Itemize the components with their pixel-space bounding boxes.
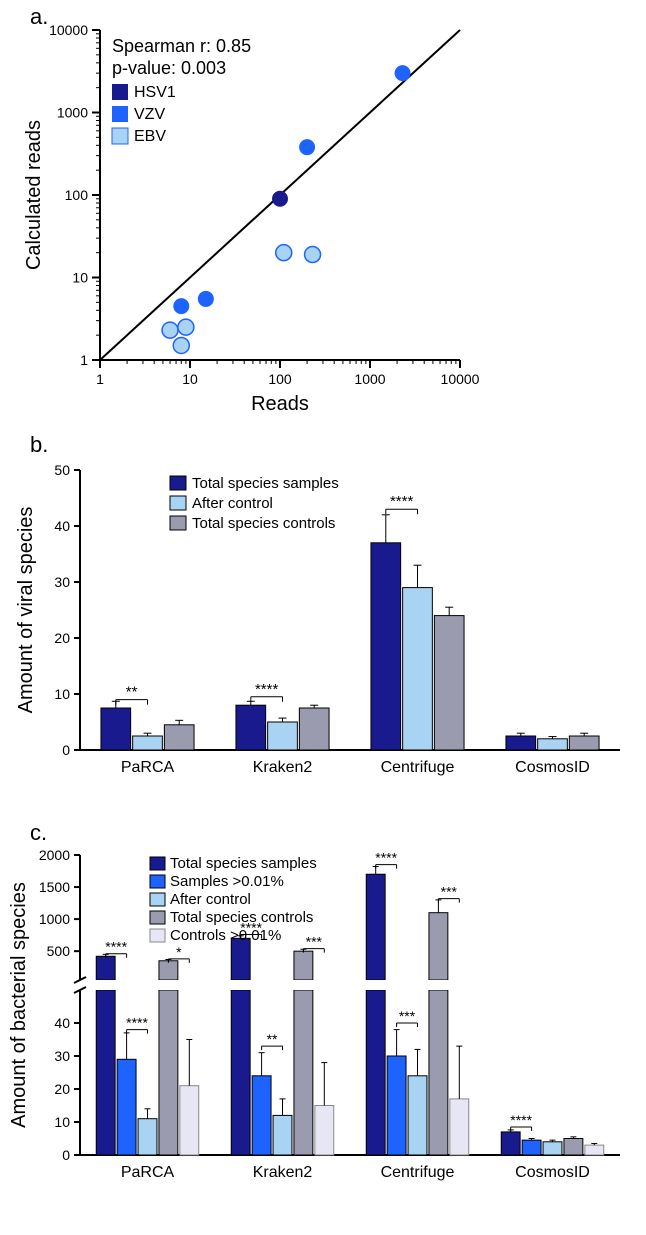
svg-text:Kraken2: Kraken2 bbox=[253, 1164, 313, 1181]
svg-text:Total species samples: Total species samples bbox=[192, 475, 339, 492]
svg-text:20: 20 bbox=[54, 1081, 70, 1097]
scatter-point bbox=[272, 191, 288, 207]
svg-text:Total species controls: Total species controls bbox=[170, 909, 313, 926]
svg-text:***: *** bbox=[306, 934, 323, 950]
svg-text:10: 10 bbox=[72, 270, 88, 286]
svg-text:Spearman r: 0.85: Spearman r: 0.85 bbox=[112, 36, 251, 56]
svg-text:100: 100 bbox=[65, 187, 89, 203]
bar bbox=[371, 543, 401, 750]
scatter-point bbox=[276, 245, 292, 261]
bar bbox=[506, 736, 536, 750]
scatter-point bbox=[299, 139, 315, 155]
svg-text:Centrifuge: Centrifuge bbox=[381, 759, 455, 776]
scatter-point bbox=[305, 247, 321, 263]
scatter-point bbox=[173, 337, 189, 353]
svg-text:1000: 1000 bbox=[354, 371, 385, 387]
svg-text:PaRCA: PaRCA bbox=[121, 1164, 175, 1181]
svg-text:1000: 1000 bbox=[57, 105, 88, 121]
svg-text:1: 1 bbox=[80, 352, 88, 368]
bar bbox=[299, 708, 329, 750]
svg-text:1500: 1500 bbox=[39, 879, 70, 895]
scatter-point bbox=[395, 65, 411, 81]
svg-text:****: **** bbox=[126, 1015, 148, 1031]
scatter-point bbox=[162, 322, 178, 338]
svg-text:1: 1 bbox=[96, 371, 104, 387]
svg-text:CosmosID: CosmosID bbox=[515, 1164, 590, 1181]
svg-text:30: 30 bbox=[54, 574, 70, 590]
scatter-point bbox=[173, 298, 189, 314]
svg-text:Amount of bacterial species: Amount of bacterial species bbox=[8, 882, 30, 1128]
svg-text:10: 10 bbox=[54, 1114, 70, 1130]
svg-text:Controls >0.01%: Controls >0.01% bbox=[170, 927, 281, 944]
svg-text:p-value: 0.003: p-value: 0.003 bbox=[112, 58, 226, 78]
bar bbox=[268, 722, 298, 750]
svg-text:****: **** bbox=[375, 850, 397, 866]
bar-chart-b: 0 10 20 30 40 50 Amount of viral species PaRCA K… bbox=[0, 450, 646, 830]
bar bbox=[434, 616, 464, 750]
svg-text:Total species controls: Total species controls bbox=[192, 515, 335, 532]
svg-text:****: **** bbox=[510, 1112, 532, 1128]
svg-text:***: *** bbox=[399, 1008, 416, 1024]
bar bbox=[236, 705, 266, 750]
svg-text:***: *** bbox=[441, 884, 458, 900]
bar bbox=[164, 725, 194, 750]
bar bbox=[538, 739, 568, 750]
svg-text:EBV: EBV bbox=[134, 128, 166, 145]
svg-text:****: **** bbox=[255, 681, 279, 698]
svg-text:HSV1: HSV1 bbox=[134, 84, 176, 101]
bar bbox=[101, 708, 131, 750]
svg-text:10: 10 bbox=[54, 686, 70, 702]
scatter-plot-a: 1 10 100 1000 10000 1 10 100 1000 10000 Reads Calcu… bbox=[0, 10, 646, 430]
svg-text:2000: 2000 bbox=[39, 847, 70, 863]
svg-text:**: ** bbox=[267, 1031, 278, 1047]
svg-text:Kraken2: Kraken2 bbox=[253, 759, 313, 776]
svg-text:Total species samples: Total species samples bbox=[170, 855, 317, 872]
svg-text:0: 0 bbox=[62, 1147, 70, 1163]
bar-chart-c: 0 10 20 30 40 500 1000 1500 2000 Amount of bacter… bbox=[0, 835, 646, 1235]
svg-text:500: 500 bbox=[47, 943, 71, 959]
svg-text:After control: After control bbox=[170, 891, 251, 908]
svg-text:10: 10 bbox=[182, 371, 198, 387]
svg-text:Amount of viral species: Amount of viral species bbox=[15, 507, 37, 714]
svg-text:10000: 10000 bbox=[49, 22, 88, 38]
svg-text:**: ** bbox=[126, 684, 138, 701]
svg-text:PaRCA: PaRCA bbox=[121, 759, 175, 776]
svg-text:100: 100 bbox=[268, 371, 292, 387]
svg-text:Calculated reads: Calculated reads bbox=[23, 120, 45, 270]
svg-text:20: 20 bbox=[54, 630, 70, 646]
svg-text:1000: 1000 bbox=[39, 911, 70, 927]
svg-text:Centrifuge: Centrifuge bbox=[381, 1164, 455, 1181]
scatter-point bbox=[178, 319, 194, 335]
svg-text:****: **** bbox=[105, 939, 127, 955]
svg-text:10000: 10000 bbox=[441, 371, 480, 387]
svg-text:40: 40 bbox=[54, 518, 70, 534]
svg-text:Reads: Reads bbox=[251, 393, 309, 415]
svg-text:CosmosID: CosmosID bbox=[515, 759, 590, 776]
svg-text:****: **** bbox=[390, 493, 414, 510]
svg-text:*: * bbox=[176, 944, 182, 960]
svg-text:Samples >0.01%: Samples >0.01% bbox=[170, 873, 284, 890]
bar bbox=[403, 588, 433, 750]
svg-text:40: 40 bbox=[54, 1015, 70, 1031]
scatter-point bbox=[198, 291, 214, 307]
svg-text:30: 30 bbox=[54, 1048, 70, 1064]
svg-text:0: 0 bbox=[62, 742, 70, 758]
svg-text:After control: After control bbox=[192, 495, 273, 512]
bar bbox=[569, 736, 599, 750]
svg-text:VZV: VZV bbox=[134, 106, 165, 123]
svg-text:50: 50 bbox=[54, 462, 70, 478]
bar bbox=[133, 736, 163, 750]
